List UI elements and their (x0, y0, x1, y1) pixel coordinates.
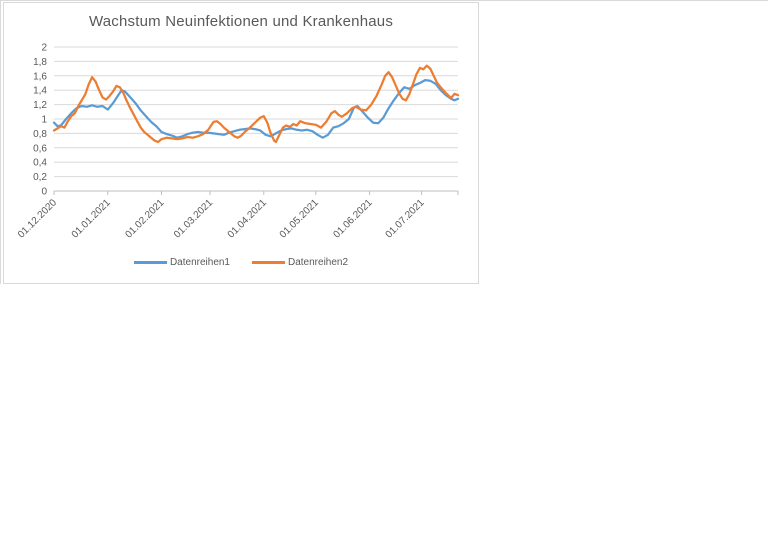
y-tick-label: 0 (41, 187, 47, 198)
x-tick-label: 01.12.2020 (16, 197, 59, 240)
page-edge-top (0, 0, 768, 1)
x-tick-label: 01.01.2021 (70, 197, 113, 240)
x-tick-label: 01.07.2021 (384, 197, 427, 240)
y-tick-label: 0,6 (33, 143, 47, 154)
plot-area[interactable]: 0 0,2 0,4 0,6 0,8 1 1,2 1,4 1,6 1,8 2 01.12.2020 01.… (4, 3, 478, 283)
legend-swatch-datenreihen2 (252, 261, 285, 264)
chart-legend: Datenreihen1 Datenreihen2 (4, 257, 478, 268)
page-edge-left (0, 0, 1, 284)
y-tick-label: 0,8 (33, 129, 47, 140)
y-tick-label: 2 (41, 43, 47, 54)
legend-swatch-datenreihen1 (133, 261, 167, 264)
x-tick-label: 01.02.2021 (123, 197, 166, 240)
series-line-datenreihen2[interactable] (52, 64, 460, 144)
y-tick-label: 0,4 (33, 158, 47, 169)
y-tick-label: 1,8 (33, 57, 47, 68)
x-tick-label: 01.06.2021 (332, 197, 375, 240)
legend-label-datenreihen1: Datenreihen1 (169, 257, 230, 268)
chart-frame[interactable]: Wachstum Neuinfektionen und Krankenhaus … (3, 2, 479, 284)
x-tick-label: 01.03.2021 (172, 197, 215, 240)
legend-item-datenreihen1[interactable]: Datenreihen1 (133, 257, 230, 268)
chart-title[interactable]: Wachstum Neuinfektionen und Krankenhaus (88, 13, 394, 30)
y-tick-label: 1 (41, 115, 47, 126)
y-tick-label: 1,2 (33, 100, 47, 111)
x-tick-label: 01.05.2021 (278, 197, 321, 240)
y-tick-label: 1,4 (33, 86, 47, 97)
x-tick-label: 01.04.2021 (226, 197, 269, 240)
y-tick-label: 0,2 (33, 172, 47, 183)
legend-label-datenreihen2: Datenreihen2 (288, 257, 349, 268)
y-tick-label: 1,6 (33, 71, 47, 82)
legend-item-datenreihen2[interactable]: Datenreihen2 (252, 257, 348, 268)
series-line-datenreihen1[interactable] (52, 78, 460, 139)
